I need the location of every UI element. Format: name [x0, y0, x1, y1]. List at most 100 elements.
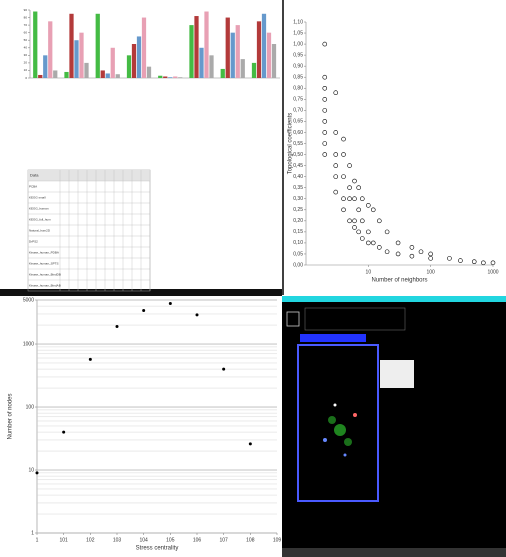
point [249, 442, 252, 445]
node [353, 413, 357, 417]
bar [69, 14, 73, 78]
point [196, 313, 199, 316]
bar [209, 55, 213, 78]
page: 01020304050607080900,000,050,100,150,200… [0, 0, 506, 557]
bar [173, 76, 177, 78]
node-cluster [344, 438, 352, 446]
y-tick-label: 100 [26, 404, 35, 410]
bar [79, 33, 83, 78]
bar [241, 59, 245, 78]
point [62, 431, 65, 434]
y-tick-label: 0,35 [293, 185, 303, 191]
y-tick-label: 50 [24, 38, 28, 42]
x-tick-label: 1000 [487, 269, 498, 275]
table-cell: KEGG small [29, 195, 46, 199]
x-axis-label: Stress centrality [136, 546, 179, 552]
y-tick-label: 70 [24, 23, 28, 27]
bar [262, 14, 266, 78]
x-tick-label: 109 [273, 537, 282, 543]
y-tick-label: 0,00 [293, 262, 303, 268]
y-tick-label: 0,85 [293, 75, 303, 81]
y-tick-label: 0,05 [293, 251, 303, 257]
y-tick-label: 0,60 [293, 130, 303, 136]
y-tick-label: 80 [24, 15, 28, 19]
bar [74, 40, 78, 78]
bar [33, 12, 37, 78]
x-tick-label: 108 [246, 537, 255, 543]
y-tick-label: 60 [24, 30, 28, 34]
table-cell: Natural_hum2D [29, 228, 51, 232]
bar [132, 44, 136, 78]
point [222, 368, 225, 371]
point [142, 309, 145, 312]
y-tick-label: 0,95 [293, 52, 303, 58]
x-tick-label: 102 [86, 537, 95, 543]
bar [142, 18, 146, 78]
bar [84, 63, 88, 78]
y-tick-label: 0,30 [293, 196, 303, 202]
x-tick-label: 104 [139, 537, 148, 543]
bar [101, 70, 105, 78]
bar [231, 33, 235, 78]
y-tick-label: 30 [24, 53, 28, 57]
y-tick-label: 0,90 [293, 64, 303, 70]
y-tick-label: 0,45 [293, 163, 303, 169]
x-tick-label: 10 [366, 269, 372, 275]
y-tick-label: 0,70 [293, 108, 303, 114]
viewer-sidepanel [380, 360, 414, 388]
x-tick-label: 100 [426, 269, 435, 275]
bar [178, 77, 182, 78]
y-tick-label: 0,50 [293, 152, 303, 158]
bar [111, 48, 115, 78]
bar [168, 77, 172, 78]
y-tick-label: 0,25 [293, 207, 303, 213]
table-cell: Kinase_human_BindAB [29, 283, 61, 287]
node-cluster [328, 416, 336, 424]
y-tick-label: 0,75 [293, 97, 303, 103]
x-axis-label: Number of neighbors [371, 278, 427, 284]
y-tick-label: 5000 [23, 297, 34, 303]
viewer-titlebar [282, 296, 506, 302]
y-axis-label: Topological coefficients [288, 113, 294, 175]
y-tick-label: 0,10 [293, 240, 303, 246]
bar [199, 48, 203, 78]
x-tick-label: 101 [59, 537, 68, 543]
y-tick-label: 1,05 [293, 30, 303, 36]
bar [96, 14, 100, 78]
node-cluster [334, 424, 346, 436]
viewer-statusbar [282, 548, 506, 557]
bar [163, 76, 167, 78]
y-tick-label: 10 [28, 467, 34, 473]
table-cell: PCBA [29, 184, 37, 188]
bar [267, 33, 271, 78]
y-tick-label: 1000 [23, 341, 34, 347]
bar [147, 67, 151, 78]
y-tick-label: 1,00 [293, 41, 303, 47]
table-header-bg [28, 170, 150, 181]
bar [252, 63, 256, 78]
x-tick-label: 1 [36, 537, 39, 543]
table-cell: Kinase_human_BindDB [29, 272, 61, 276]
point [169, 302, 172, 305]
x-tick-label: 103 [113, 537, 122, 543]
bar [106, 73, 110, 78]
bar [48, 21, 52, 78]
bar [236, 25, 240, 78]
bar [116, 74, 120, 78]
y-tick-label: 0,20 [293, 218, 303, 224]
y-tick-label: 1,10 [293, 19, 303, 25]
y-tick-label: 0,65 [293, 119, 303, 125]
network-viewer [282, 296, 506, 557]
bar [43, 55, 47, 78]
bar [204, 12, 208, 78]
x-tick-label: 106 [193, 537, 202, 543]
bar [194, 16, 198, 78]
y-tick-label: 0,55 [293, 141, 303, 147]
y-tick-label: 10 [24, 68, 28, 72]
bar [226, 18, 230, 78]
x-tick-label: 105 [166, 537, 175, 543]
bar [64, 72, 68, 78]
table-cell: KEGG_human [29, 206, 49, 210]
bar [158, 76, 162, 78]
node [323, 438, 327, 442]
